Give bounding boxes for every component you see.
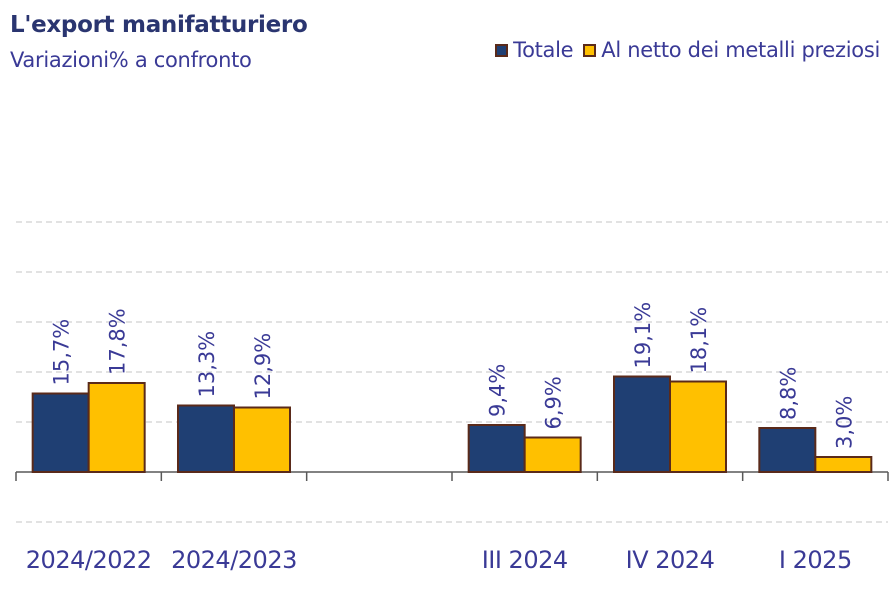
- legend-item-netto: Al netto dei metalli preziosi: [583, 38, 880, 62]
- data-label: 15,7%: [50, 319, 74, 386]
- data-label: 19,1%: [631, 302, 655, 369]
- bar-totale: [31, 392, 90, 473]
- data-label: 17,8%: [106, 308, 130, 375]
- chart-title: L'export manifatturiero: [10, 12, 308, 38]
- x-tick-label: IV 2024: [626, 546, 715, 574]
- x-tick-label: 2024/2022: [26, 546, 152, 574]
- data-label: 12,9%: [251, 333, 275, 400]
- legend-swatch-netto: [583, 43, 597, 57]
- bar-totale: [758, 427, 817, 473]
- data-label: 18,1%: [687, 307, 711, 374]
- data-label: 9,4%: [486, 364, 510, 417]
- bar-totale: [177, 404, 235, 473]
- bar-netto: [669, 380, 727, 473]
- data-label: 6,9%: [542, 376, 566, 429]
- bar-totale: [613, 375, 671, 473]
- chart-subtitle: Variazioni% a confronto: [10, 48, 252, 72]
- legend: Totale Al netto dei metalli preziosi: [485, 38, 880, 62]
- x-tick-label: 2024/2023: [171, 546, 297, 574]
- legend-swatch-totale: [495, 43, 509, 57]
- legend-item-totale: Totale: [495, 38, 574, 62]
- data-label: 3,0%: [832, 396, 856, 449]
- x-tick-label: I 2025: [779, 546, 852, 574]
- data-label: 13,3%: [195, 331, 219, 398]
- bar-totale: [467, 424, 526, 473]
- legend-label-netto: Al netto dei metalli preziosi: [601, 38, 880, 62]
- bar-netto: [814, 456, 873, 473]
- bar-netto: [87, 382, 146, 473]
- bar-netto: [233, 406, 291, 473]
- data-label: 8,8%: [776, 367, 800, 420]
- legend-label-totale: Totale: [513, 38, 574, 62]
- bar-netto: [523, 436, 582, 473]
- x-tick-label: III 2024: [482, 546, 568, 574]
